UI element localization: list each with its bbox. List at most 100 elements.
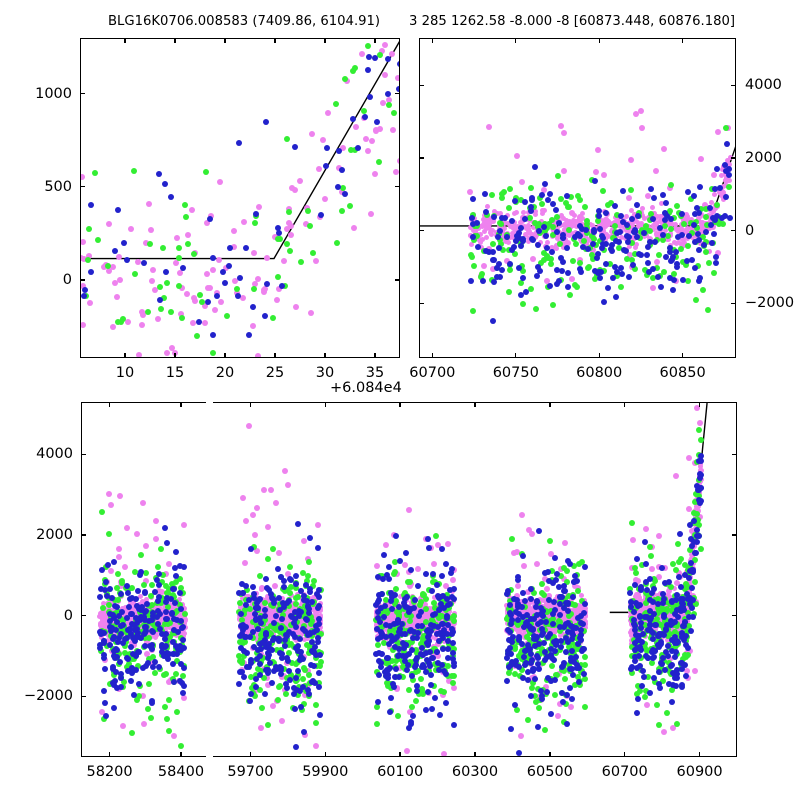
data-point <box>467 277 474 284</box>
data-point <box>310 249 317 256</box>
data-point <box>662 200 669 207</box>
data-point <box>696 246 703 253</box>
data-point <box>567 291 574 298</box>
data-point <box>433 648 440 655</box>
data-point <box>397 157 399 164</box>
data-point <box>428 705 435 712</box>
data-point <box>207 212 214 219</box>
data-point <box>477 273 484 280</box>
data-point <box>710 270 717 277</box>
data-point <box>116 276 123 283</box>
data-point <box>577 197 584 204</box>
data-point <box>559 267 566 274</box>
data-point <box>529 256 536 263</box>
data-point <box>603 217 609 223</box>
data-point <box>512 194 519 201</box>
data-point <box>87 268 94 275</box>
axis-tick <box>124 38 126 43</box>
data-point <box>249 323 256 330</box>
data-point <box>174 708 181 715</box>
data-point <box>518 262 525 269</box>
data-point <box>618 265 625 272</box>
data-point <box>498 267 505 274</box>
data-point <box>638 226 645 233</box>
data-point <box>347 147 354 154</box>
data-point <box>671 276 678 283</box>
data-point <box>102 712 109 719</box>
data-point <box>561 167 568 174</box>
data-point <box>646 227 653 234</box>
data-point <box>101 623 106 629</box>
data-point <box>632 244 638 250</box>
data-point <box>482 190 489 197</box>
data-point <box>373 118 380 125</box>
data-point <box>601 171 608 178</box>
data-point <box>498 194 505 201</box>
data-point <box>196 319 203 326</box>
data-point <box>409 703 416 710</box>
data-point <box>235 139 242 146</box>
data-point <box>662 209 669 216</box>
data-point <box>336 147 343 154</box>
data-point <box>165 620 172 627</box>
data-point <box>174 628 181 635</box>
data-point <box>572 234 579 241</box>
data-point <box>599 244 606 251</box>
data-point <box>584 264 591 271</box>
data-point <box>105 637 112 644</box>
data-point <box>602 210 609 217</box>
data-point <box>340 185 347 192</box>
data-point <box>581 203 588 210</box>
data-point <box>562 228 568 234</box>
data-point <box>262 691 269 698</box>
data-point <box>602 230 608 236</box>
data-point <box>418 663 425 670</box>
data-point <box>85 252 92 259</box>
data-point <box>481 263 488 270</box>
data-point <box>414 566 421 573</box>
data-point <box>131 167 138 174</box>
data-point <box>659 201 665 207</box>
data-point <box>298 259 305 266</box>
data-point <box>219 269 226 276</box>
data-point <box>159 578 166 585</box>
data-point <box>373 651 380 658</box>
data-point <box>678 210 685 217</box>
data-point <box>547 283 554 290</box>
data-point <box>668 256 675 263</box>
data-point <box>104 262 111 269</box>
data-point <box>651 195 658 202</box>
data-point <box>541 207 547 213</box>
data-point <box>204 270 211 277</box>
data-point <box>292 600 299 607</box>
data-point <box>712 191 718 197</box>
data-point <box>442 560 449 567</box>
data-point <box>565 240 572 247</box>
data-point <box>696 274 703 281</box>
data-point <box>308 310 315 317</box>
data-point <box>565 283 572 290</box>
data-point <box>145 681 152 688</box>
data-point <box>497 274 504 281</box>
data-point <box>520 237 527 244</box>
data-point <box>276 649 283 656</box>
axis-tick-label: 2000 <box>745 149 782 166</box>
data-point <box>149 266 156 273</box>
data-point <box>525 225 531 231</box>
data-point <box>149 664 156 671</box>
data-point <box>509 247 516 254</box>
data-point <box>247 691 254 698</box>
axis-tick <box>274 38 276 43</box>
data-point <box>497 220 504 227</box>
data-point <box>507 223 513 229</box>
data-point <box>274 697 281 704</box>
data-point <box>127 644 134 651</box>
data-point <box>236 680 243 687</box>
axis-tick <box>419 230 424 232</box>
data-point <box>191 297 198 304</box>
data-point <box>668 225 674 232</box>
data-point <box>317 212 324 219</box>
data-point <box>262 576 269 583</box>
data-point <box>674 240 680 246</box>
data-point <box>680 220 687 227</box>
